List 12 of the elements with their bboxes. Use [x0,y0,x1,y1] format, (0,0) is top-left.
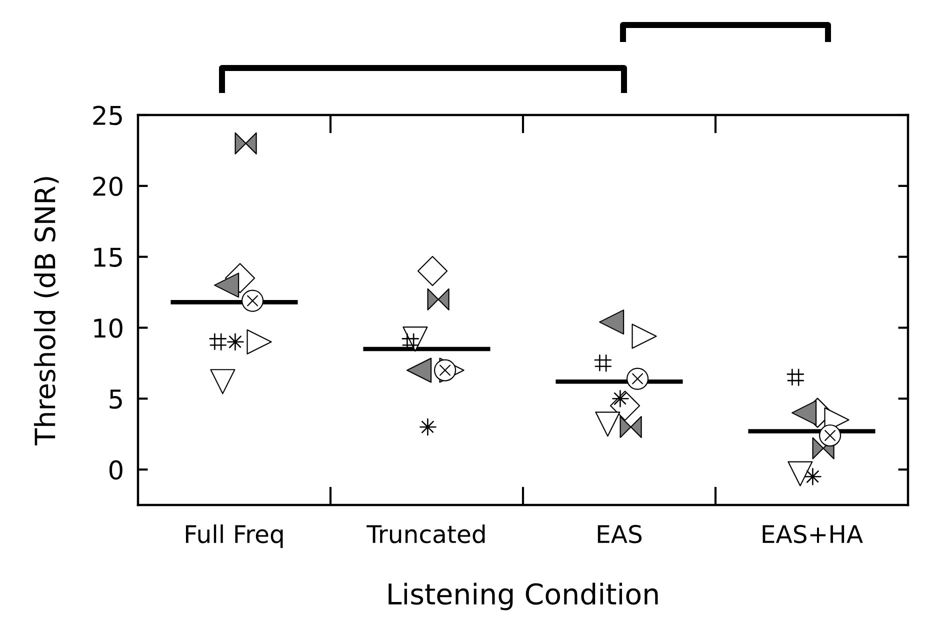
y-tick-label: 20 [93,176,122,196]
y-tick-label: 5 [110,390,122,409]
y-tick-label: 10 [94,318,122,338]
x-tick-label: EAS [598,524,642,544]
x-tick-label: Full Freq [186,524,283,548]
y-axis-title: Threshold (dB SNR) [34,177,59,446]
y-tick-label: 15 [94,248,122,267]
x-tick-label: EAS+HA [762,524,863,544]
x-tick-label: Truncated [366,524,485,544]
y-tick-label: 25 [93,106,122,126]
y-tick-label: 0 [109,460,122,480]
x-axis-title: Listening Condition [388,582,658,610]
